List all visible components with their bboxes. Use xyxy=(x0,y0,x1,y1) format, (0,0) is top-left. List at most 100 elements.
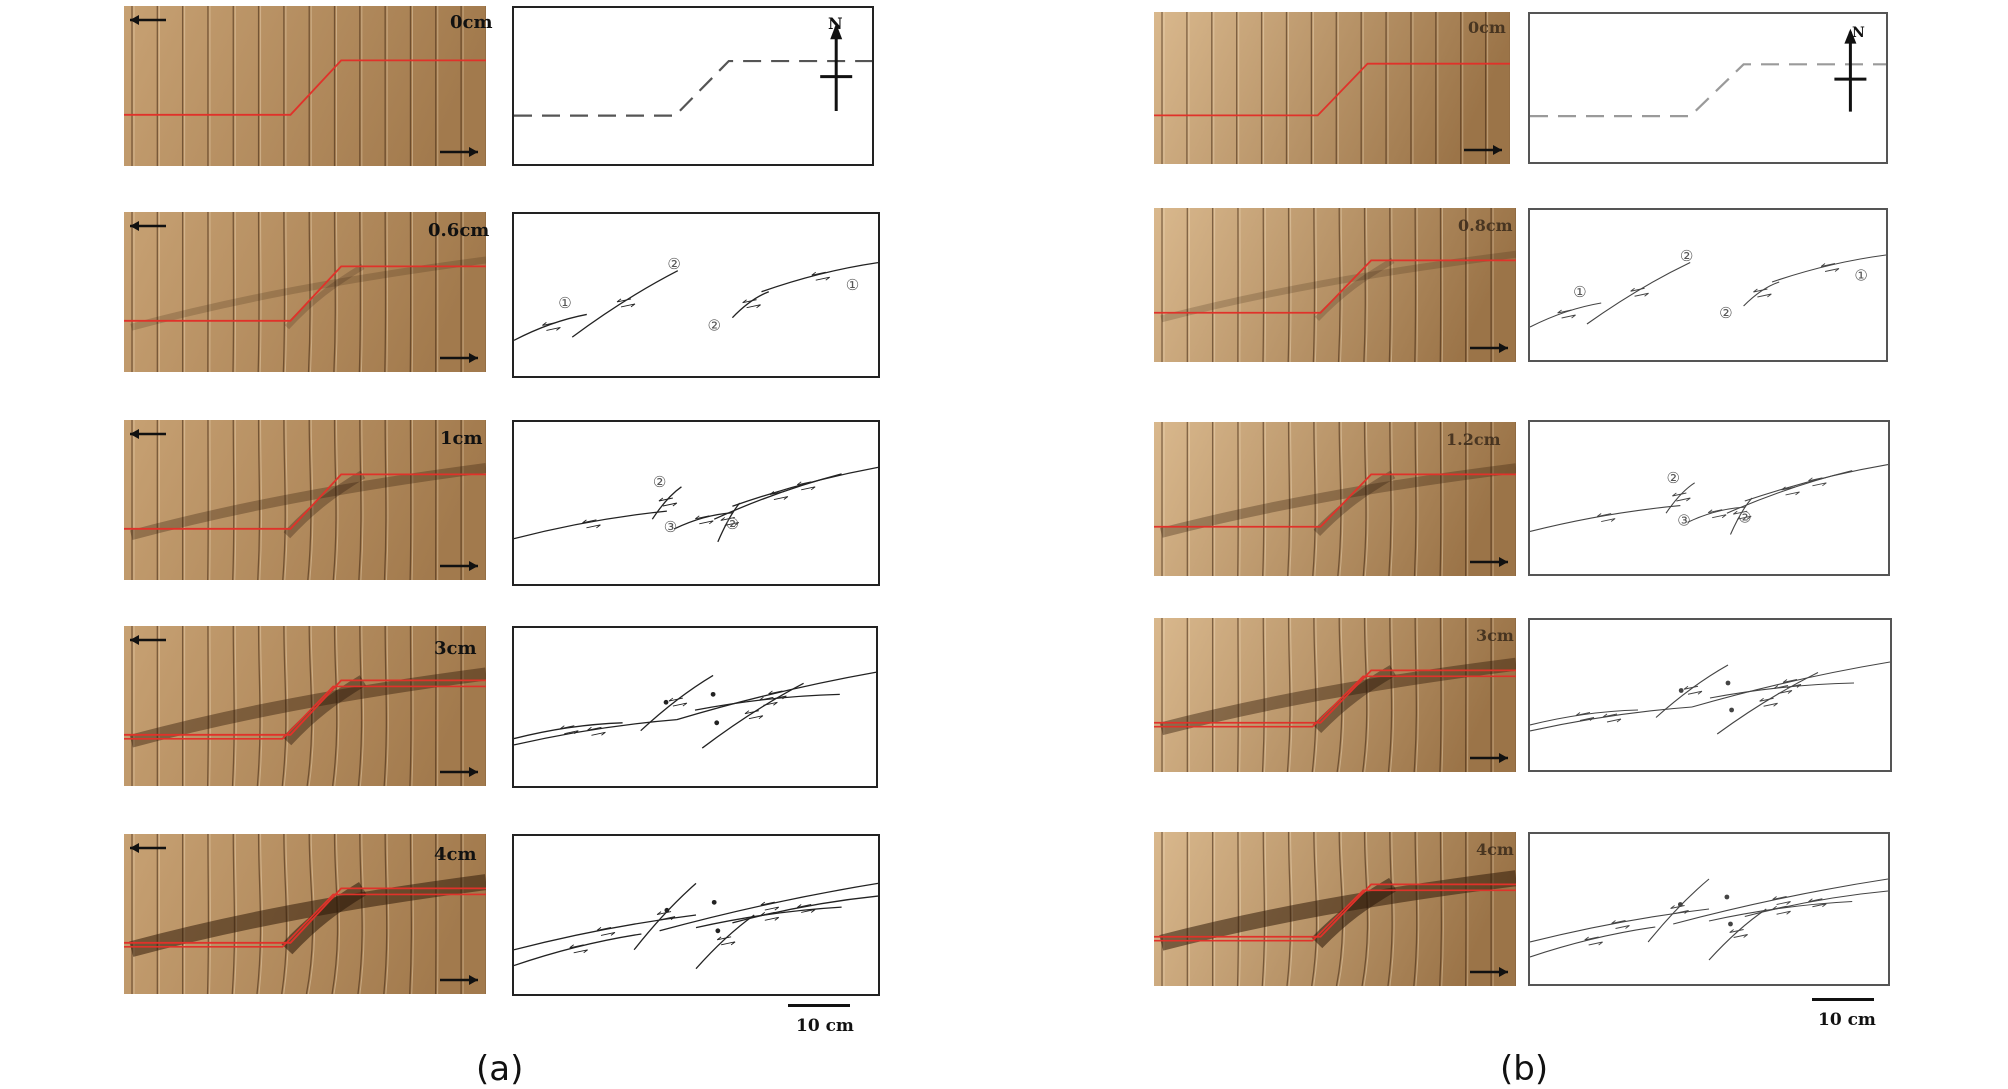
clay-marker-stripe xyxy=(208,626,209,786)
shear-sense-arrow xyxy=(1585,937,1603,945)
shear-sense-arrow xyxy=(659,498,677,506)
photo-b-0cm xyxy=(1154,12,1510,164)
fault-trace xyxy=(1717,673,1818,735)
shear-sense-arrow xyxy=(1672,493,1690,501)
fault-trace xyxy=(1530,506,1680,532)
fault-trace xyxy=(696,907,842,928)
intersection-dot xyxy=(1725,895,1730,900)
displacement-label: 4cm xyxy=(434,846,477,864)
fault-number-marker: ① xyxy=(1573,283,1586,301)
intersection-dot xyxy=(712,900,717,905)
fault-trace xyxy=(1530,710,1638,725)
scale-bar xyxy=(788,1004,850,1007)
sketch-a-3cm xyxy=(512,626,878,788)
fault-number-marker: ② xyxy=(1719,304,1732,322)
fault-trace xyxy=(732,292,768,318)
shear-sense-arrow xyxy=(1760,698,1778,706)
fault-trace xyxy=(1772,255,1886,282)
shear-sense-arrow xyxy=(617,299,635,307)
displacement-label: 1cm xyxy=(440,430,483,448)
fault-number-marker: ② xyxy=(707,317,720,335)
clay-marker-stripe xyxy=(1263,208,1264,362)
intersection-dot xyxy=(1679,688,1684,693)
fault-trace xyxy=(1666,483,1695,513)
fault-trace xyxy=(1745,465,1888,501)
displacement-label: 3cm xyxy=(1476,628,1514,644)
shear-sense-arrow xyxy=(1631,288,1649,296)
fault-trace xyxy=(514,915,696,950)
initial-offset-dashed-line xyxy=(514,61,872,116)
intersection-dot xyxy=(664,908,669,913)
intersection-dot xyxy=(1678,902,1683,907)
intersection-dot xyxy=(1728,922,1733,927)
intersection-dot xyxy=(1729,708,1734,713)
displacement-label: 4cm xyxy=(1476,842,1514,858)
fault-number-marker: ② xyxy=(1738,508,1751,526)
fault-trace xyxy=(762,263,878,292)
caption-b: (b) xyxy=(1500,1052,1548,1086)
scale-bar xyxy=(1812,998,1874,1001)
sketch-b-3cm xyxy=(1528,618,1892,772)
fault-number-marker: ② xyxy=(667,255,680,273)
north-label: N xyxy=(1852,26,1865,40)
fault-trace xyxy=(514,314,587,340)
north-label: N xyxy=(828,16,843,32)
shear-sense-arrow xyxy=(1821,264,1839,272)
intersection-dot xyxy=(714,720,719,725)
displacement-label: 0cm xyxy=(450,14,493,32)
fault-trace xyxy=(1587,263,1690,325)
clay-marker-stripe xyxy=(385,212,386,372)
fault-trace xyxy=(702,683,803,748)
scale-label: 10 cm xyxy=(796,1018,854,1035)
clay-marker-stripe xyxy=(1238,618,1239,772)
intersection-dot xyxy=(711,692,716,697)
fault-trace xyxy=(660,883,878,930)
fault-trace xyxy=(1530,303,1601,327)
photo-a-0cm xyxy=(124,6,486,166)
fault-trace xyxy=(696,915,754,969)
fault-trace xyxy=(572,271,678,337)
clay-marker-stripe xyxy=(1440,422,1441,576)
fault-trace xyxy=(1709,909,1766,960)
displacement-label: 3cm xyxy=(434,640,477,658)
sketch-a-0cm xyxy=(512,6,874,166)
fault-trace xyxy=(1744,282,1780,306)
fault-number-marker: ① xyxy=(558,294,571,312)
clay-surface xyxy=(124,6,486,166)
caption-a: (a) xyxy=(476,1052,523,1086)
fault-trace xyxy=(514,723,623,739)
photo-b-4cm xyxy=(1154,832,1516,986)
fault-trace xyxy=(1673,879,1888,924)
fault-trace xyxy=(1709,902,1852,922)
clay-surface xyxy=(1154,12,1510,164)
photo-a-3cm xyxy=(124,626,486,786)
fault-trace xyxy=(1530,909,1709,942)
displacement-label: 0.8cm xyxy=(1458,218,1513,234)
displacement-label: 0cm xyxy=(1468,20,1506,36)
fault-trace xyxy=(652,487,681,519)
fault-trace xyxy=(1530,927,1655,957)
clay-marker-stripe xyxy=(233,212,234,372)
fault-trace xyxy=(514,511,667,539)
initial-offset-dashed-line xyxy=(1530,64,1886,116)
fault-number-marker: ② xyxy=(653,473,666,491)
photo-b-3cm xyxy=(1154,618,1516,772)
shear-sense-arrow xyxy=(745,711,763,719)
fault-number-marker: ② xyxy=(1666,469,1679,487)
fault-number-marker: ③ xyxy=(1677,511,1690,529)
intersection-dot xyxy=(715,928,720,933)
shear-sense-arrow xyxy=(761,902,779,910)
shear-sense-arrow xyxy=(1773,897,1791,905)
sketch-b-1.2cm: ② ③ ② xyxy=(1528,420,1890,576)
fault-number-marker: ① xyxy=(1854,267,1867,285)
shear-sense-arrow xyxy=(1753,289,1771,297)
sketch-b-4cm xyxy=(1528,832,1890,986)
displacement-label: 0.6cm xyxy=(428,222,489,240)
fault-trace xyxy=(514,934,641,966)
intersection-dot xyxy=(664,700,669,705)
fault-number-marker: ① xyxy=(846,276,859,294)
displacement-label: 1.2cm xyxy=(1446,432,1501,448)
intersection-dot xyxy=(1726,681,1731,686)
